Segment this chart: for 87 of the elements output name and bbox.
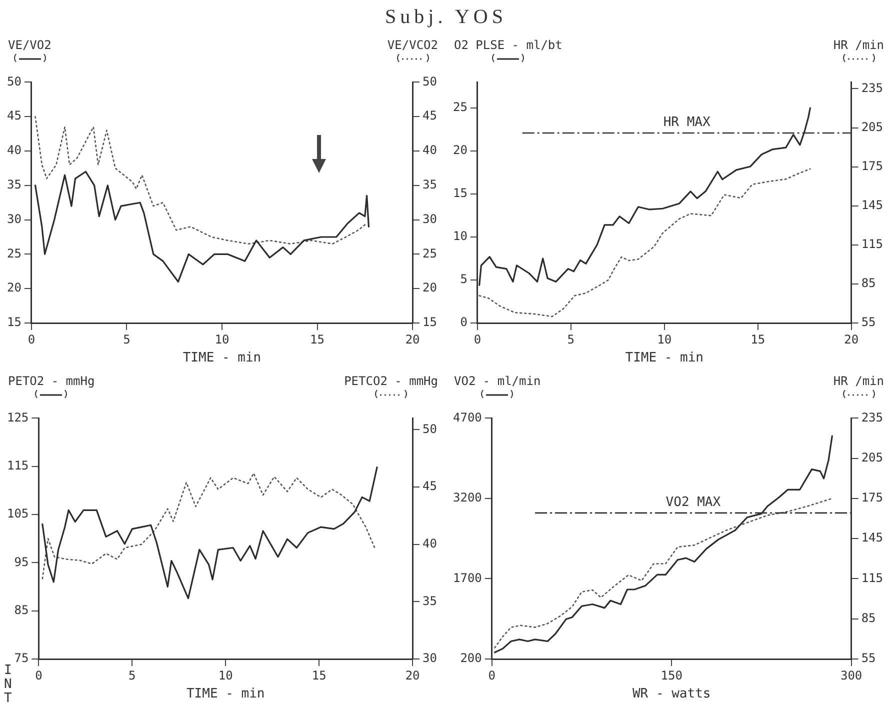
x-axis-title: WR - watts: [632, 686, 711, 702]
y2-tick-label: 30: [422, 212, 438, 226]
y-tick-label: 3200: [452, 490, 482, 505]
y2-tick-label: 115: [861, 237, 884, 252]
x-axis-title: TIME - min: [625, 350, 704, 366]
chart-title: Subj. YOS: [384, 5, 508, 30]
x-tick-label: 0: [35, 668, 42, 682]
y-tick-label: 15: [6, 315, 22, 330]
x-tick-label: 20: [405, 332, 420, 346]
y-tick-label: 40: [6, 143, 22, 158]
y-axis-title: VE/VO2: [8, 38, 52, 52]
y2-tick-label: 235: [861, 410, 884, 424]
y2-tick-label: 85: [861, 610, 876, 625]
y2-axis-title: VE/VCO2: [387, 38, 438, 52]
y-axis-title: PETO2 - mmHg: [8, 374, 95, 388]
y2-tick-label: 25: [422, 246, 438, 260]
y2-tick-label: 235: [861, 80, 884, 95]
y-tick-label: 1700: [452, 570, 482, 585]
y-tick-label: 75: [14, 651, 29, 666]
y-axis-title: O2 PLSE - ml/bt: [454, 38, 562, 52]
x-tick-label: 300: [840, 668, 862, 682]
y2-axis-title: HR /min: [833, 38, 884, 52]
y-tick-label: 35: [6, 178, 22, 192]
y-tick-label: 95: [14, 554, 29, 569]
y2-tick-label: 205: [861, 120, 884, 134]
y-tick-label: 105: [6, 506, 29, 521]
y-tick-label: 25: [6, 246, 22, 260]
x-tick-label: 15: [750, 332, 766, 346]
y2-tick-label: 115: [861, 570, 884, 585]
y2-tick-label: 205: [861, 450, 884, 464]
y2-tick-label: 40: [422, 143, 438, 158]
x-tick-label: 5: [567, 332, 575, 346]
y-tick-label: 4700: [452, 410, 482, 424]
y-tick-label: 15: [452, 186, 468, 200]
y-tick-label: 30: [6, 212, 22, 226]
y2-tick-label: 40: [422, 536, 438, 550]
ref-line-label: VO2 MAX: [666, 494, 721, 510]
line-series: [42, 472, 376, 580]
y2-tick-label: 50: [422, 74, 438, 88]
y2-axis-title: PETCO2 - mmHg: [344, 374, 438, 388]
y-tick-label: 85: [14, 602, 29, 617]
y-tick-label: 5: [460, 272, 468, 286]
y2-tick-label: 55: [861, 315, 876, 330]
x-tick-label: 0: [488, 668, 496, 682]
y2-tick-label: 85: [861, 276, 876, 290]
line-series: [494, 498, 833, 648]
y-tick-label: 45: [6, 108, 22, 123]
y-tick-label: 10: [452, 229, 468, 244]
y2-tick-label: 15: [422, 315, 438, 330]
x-tick-label: 5: [123, 332, 130, 346]
text: INT: [4, 663, 13, 706]
y2-tick-label: 20: [422, 280, 438, 295]
y-tick-label: 20: [452, 143, 468, 158]
y-tick-label: 0: [460, 315, 468, 330]
y2-tick-label: 30: [422, 651, 438, 666]
x-axis-title: TIME - min: [186, 686, 265, 702]
x-tick-label: 20: [405, 668, 420, 682]
y2-tick-label: 55: [861, 651, 876, 666]
y2-tick-label: 45: [422, 479, 438, 494]
y2-tick-label: 45: [422, 108, 438, 123]
y2-axis-title: HR /min: [833, 374, 884, 388]
y2-tick-label: 35: [422, 178, 438, 192]
y2-tick-label: 145: [861, 530, 884, 545]
y2-tick-label: 145: [861, 198, 884, 212]
y-tick-label: 20: [6, 280, 22, 295]
x-tick-label: 15: [310, 332, 324, 346]
x-tick-label: 20: [844, 332, 859, 346]
y-tick-label: 115: [6, 458, 29, 472]
y2-tick-label: 175: [861, 158, 884, 173]
x-tick-label: 5: [128, 668, 136, 682]
y2-tick-label: 175: [861, 490, 884, 505]
x-tick-label: 15: [312, 668, 326, 682]
y-tick-label: 25: [452, 100, 468, 114]
y-tick-label: 50: [6, 74, 22, 88]
x-axis-title: TIME - min: [182, 350, 262, 366]
y-tick-label: 125: [6, 410, 29, 424]
y-axis-title: VO2 - ml/min: [454, 374, 541, 388]
x-tick-label: 10: [214, 332, 230, 346]
line-series: [34, 116, 368, 245]
x-tick-label: 150: [660, 668, 682, 682]
line-series: [478, 168, 811, 318]
y2-tick-label: 50: [422, 422, 438, 436]
y2-tick-label: 35: [422, 594, 438, 608]
x-tick-label: 10: [657, 332, 672, 346]
y-tick-label: 200: [460, 651, 482, 666]
ref-line-label: HR MAX: [663, 114, 710, 130]
x-tick-label: 10: [218, 668, 233, 682]
